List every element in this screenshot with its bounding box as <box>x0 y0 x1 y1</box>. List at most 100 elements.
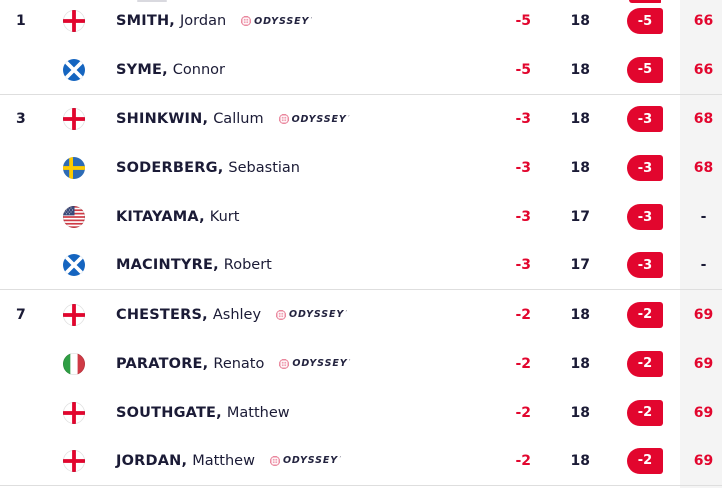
topar-badge-cell: -2 <box>595 350 680 377</box>
today-score: -3 <box>515 257 531 274</box>
topar-badge-cell: -2 <box>595 301 680 328</box>
holes-played: 18 <box>570 355 590 372</box>
topar-badge: -2 <box>627 301 663 328</box>
round-score: 66 <box>693 13 714 30</box>
flag-england-icon <box>44 401 104 424</box>
holes-played: 18 <box>570 13 590 30</box>
odyssey-logo: ODYSSEY’ <box>279 358 351 370</box>
leaderboard-row[interactable]: SODERBERG, Sebastian -3 18 -3 68 <box>0 144 722 193</box>
round-score: 68 <box>693 111 714 128</box>
flag-scotland-icon <box>44 254 104 277</box>
today-score: -3 <box>515 160 531 177</box>
today-score: -2 <box>515 404 531 421</box>
holes-played: 18 <box>570 404 590 421</box>
player-name: SMITH, Jordan ODYSSEY’ <box>104 13 475 29</box>
player-surname: SMITH, <box>116 13 176 30</box>
topar-badge-cell: -5 <box>595 56 680 83</box>
odyssey-wordmark: ODYSSEY <box>292 358 348 370</box>
odyssey-wordmark: ODYSSEY <box>291 113 347 125</box>
odyssey-logo: ODYSSEY’ <box>241 15 313 27</box>
player-surname: SHINKWIN, <box>116 111 209 128</box>
player-firstname: Matthew <box>226 404 290 421</box>
round-score: - <box>700 257 707 274</box>
player-surname: PARATORE, <box>116 355 209 372</box>
player-firstname: Robert <box>223 257 272 274</box>
odyssey-ball-icon <box>276 309 287 320</box>
player-firstname: Connor <box>172 61 226 78</box>
round-score: 69 <box>693 306 714 323</box>
odyssey-tm-mark: ’ <box>347 113 350 122</box>
odyssey-ball-icon <box>278 114 289 125</box>
odyssey-ball-icon <box>269 455 280 466</box>
topar-badge: -3 <box>627 106 663 133</box>
leaderboard-row[interactable]: PARATORE, Renato ODYSSEY’ -2 18 -2 69 <box>0 339 722 388</box>
round-score: 68 <box>693 160 714 177</box>
player-surname: SOUTHGATE, <box>116 404 222 421</box>
holes-played: 17 <box>570 209 590 225</box>
odyssey-logo: ODYSSEY’ <box>278 113 350 125</box>
player-name: SOUTHGATE, Matthew <box>104 405 475 421</box>
player-firstname: Ashley <box>212 306 262 323</box>
leaderboard-row[interactable]: 7 CHESTERS, Ashley ODYSSEY’ -2 18 -2 69 <box>0 290 722 339</box>
holes-played: 18 <box>570 160 590 177</box>
round-score: 69 <box>693 452 714 469</box>
holes-played: 18 <box>570 452 590 469</box>
flag-scotland-icon <box>44 58 104 81</box>
odyssey-wordmark: ODYSSEY <box>282 455 339 467</box>
position-number: 1 <box>16 13 26 30</box>
leaderboard-row[interactable]: SYME, Connor -5 18 -5 66 <box>0 46 722 95</box>
odyssey-wordmark: ODYSSEY <box>289 309 345 321</box>
player-firstname: Sebastian <box>228 160 300 177</box>
player-name: SODERBERG, Sebastian <box>104 160 475 176</box>
holes-played: 18 <box>570 306 590 323</box>
topar-badge-cell: -3 <box>595 106 680 133</box>
player-name: KITAYAMA, Kurt <box>104 209 475 225</box>
player-firstname: Jordan <box>180 13 227 30</box>
topar-badge: -2 <box>627 447 663 474</box>
round-score: - <box>700 209 707 225</box>
player-firstname: Callum <box>213 111 264 128</box>
round-column-background <box>680 0 722 488</box>
topar-badge: -5 <box>627 8 663 35</box>
player-name: PARATORE, Renato ODYSSEY’ <box>104 356 475 372</box>
position-number: 3 <box>16 111 26 128</box>
leaderboard-row[interactable]: MACINTYRE, Robert -3 17 -3 - <box>0 241 722 291</box>
today-score: -5 <box>515 61 531 78</box>
odyssey-tm-mark: ’ <box>345 309 348 318</box>
holes-played: 17 <box>570 257 590 274</box>
topar-badge-cell: -5 <box>595 8 680 35</box>
player-name: CHESTERS, Ashley ODYSSEY’ <box>104 307 475 323</box>
odyssey-tm-mark: ’ <box>339 455 342 464</box>
position-number: 7 <box>16 306 26 323</box>
topar-badge: -3 <box>627 252 663 279</box>
leaderboard-row[interactable]: JORDAN, Matthew ODYSSEY’ -2 18 -2 69 <box>0 437 722 486</box>
flag-england-icon <box>44 303 104 326</box>
holes-played: 18 <box>570 61 590 78</box>
flag-sweden-icon <box>44 157 104 180</box>
round-score: 66 <box>693 61 714 78</box>
today-score: -2 <box>515 452 531 469</box>
odyssey-wordmark: ODYSSEY <box>254 15 310 27</box>
cutoff-badge-remnant <box>629 0 661 3</box>
leaderboard-row[interactable]: 3 SHINKWIN, Callum ODYSSEY’ -3 18 -3 68 <box>0 95 722 144</box>
topar-badge-cell: -3 <box>595 204 680 230</box>
holes-played: 18 <box>570 111 590 128</box>
leaderboard-row[interactable]: KITAYAMA, Kurt -3 17 -3 - <box>0 193 722 242</box>
leaderboard-row[interactable]: 1 SMITH, Jordan ODYSSEY’ -5 18 -5 66 <box>0 0 722 46</box>
topar-badge: -3 <box>627 204 663 230</box>
player-surname: SODERBERG, <box>116 160 224 177</box>
odyssey-tm-mark: ’ <box>348 358 351 367</box>
flag-england-icon <box>44 10 104 33</box>
today-score: -3 <box>515 111 531 128</box>
player-firstname: Kurt <box>209 209 240 225</box>
flag-usa-icon <box>44 206 104 228</box>
topar-badge: -2 <box>627 399 663 426</box>
player-firstname: Renato <box>213 355 265 372</box>
player-firstname: Matthew <box>192 452 255 469</box>
today-score: -2 <box>515 306 531 323</box>
today-score: -3 <box>515 209 531 225</box>
player-surname: SYME, <box>116 61 168 78</box>
cutoff-text-remnant <box>137 0 167 2</box>
leaderboard-row[interactable]: SOUTHGATE, Matthew -2 18 -2 69 <box>0 388 722 437</box>
